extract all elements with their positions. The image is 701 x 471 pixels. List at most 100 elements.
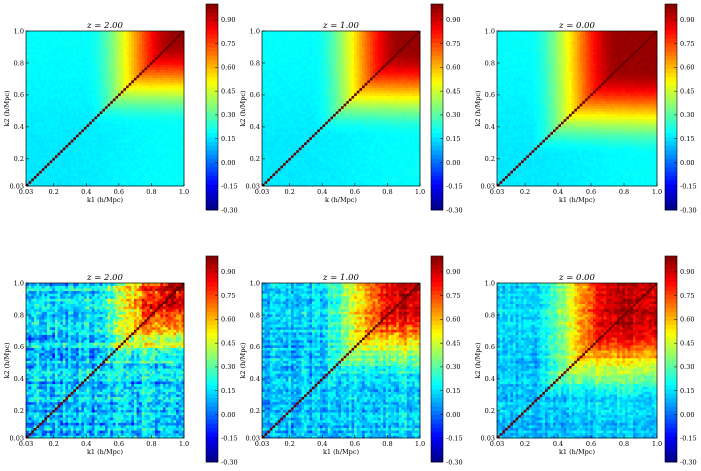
heatmap-cell: [166, 72, 169, 75]
heatmap-cell: [63, 93, 66, 96]
heatmap-cell: [116, 168, 119, 171]
heatmap-cell: [113, 127, 116, 130]
heatmap-cell: [79, 147, 82, 150]
heatmap-cell: [50, 121, 53, 124]
heatmap-cell: [179, 80, 182, 83]
heatmap-cell: [116, 41, 119, 44]
heatmap-cell: [176, 54, 179, 57]
heatmap-cell: [134, 52, 137, 55]
colorbar-segment: [206, 171, 218, 176]
heatmap-cell: [100, 44, 103, 47]
heatmap-cell: [142, 137, 145, 140]
heatmap-cell: [262, 101, 265, 104]
heatmap-cell: [131, 67, 134, 70]
heatmap-cell: [307, 158, 310, 161]
heatmap-cell: [142, 62, 145, 65]
heatmap-cell: [39, 80, 42, 83]
heatmap-cell: [71, 62, 74, 65]
heatmap-cell: [176, 160, 179, 163]
heatmap-cell: [100, 83, 103, 86]
heatmap-cell: [267, 137, 270, 140]
heatmap-cell: [142, 75, 145, 78]
heatmap-cell: [296, 96, 299, 99]
heatmap-cell: [139, 80, 142, 83]
heatmap-cell: [152, 80, 155, 83]
heatmap-cell: [66, 62, 69, 65]
heatmap-cell: [39, 119, 42, 122]
heatmap-cell: [113, 62, 116, 65]
heatmap-cell: [97, 93, 100, 96]
heatmap-cell: [73, 67, 76, 70]
heatmap-cell: [166, 98, 169, 101]
heatmap-cell: [265, 49, 268, 52]
heatmap-cell: [76, 72, 79, 75]
heatmap-cell: [307, 132, 310, 135]
heatmap-cell: [299, 168, 302, 171]
heatmap-cell: [179, 36, 182, 39]
heatmap-cell: [160, 59, 163, 62]
heatmap-cell: [166, 114, 169, 117]
heatmap-cell: [73, 52, 76, 55]
heatmap-cell: [121, 34, 124, 37]
heatmap-cell: [171, 31, 174, 34]
heatmap-cell: [73, 90, 76, 93]
heatmap-cell: [294, 121, 297, 124]
heatmap-cell: [145, 116, 148, 119]
heatmap-cell: [108, 168, 111, 171]
heatmap-cell: [37, 90, 40, 93]
heatmap-cell: [139, 111, 142, 114]
heatmap-cell: [39, 65, 42, 68]
heatmap-cell: [134, 103, 137, 106]
heatmap-cell: [176, 49, 179, 52]
heatmap-cell: [58, 160, 61, 163]
heatmap-cell: [134, 155, 137, 158]
heatmap-cell: [31, 171, 34, 174]
heatmap-cell: [171, 44, 174, 47]
heatmap-cell: [52, 140, 55, 143]
heatmap-cell: [60, 137, 63, 140]
heatmap-cell: [68, 36, 71, 39]
heatmap-cell: [168, 78, 171, 81]
heatmap-cell: [102, 150, 105, 153]
heatmap-cell: [275, 140, 278, 143]
heatmap-cell: [89, 80, 92, 83]
heatmap-cell: [299, 171, 302, 174]
heatmap-cell: [139, 96, 142, 99]
heatmap-cell: [173, 101, 176, 104]
heatmap-cell: [137, 142, 140, 145]
heatmap-cell: [113, 83, 116, 86]
heatmap-cell: [278, 47, 281, 50]
heatmap-cell: [68, 163, 71, 166]
heatmap-cell: [158, 127, 161, 130]
heatmap-cell: [296, 90, 299, 93]
heatmap-cell: [34, 121, 37, 124]
heatmap-cell: [262, 70, 265, 73]
heatmap-cell: [89, 78, 92, 81]
heatmap-cell: [37, 52, 40, 55]
heatmap-cell: [79, 134, 82, 137]
heatmap-cell: [265, 75, 268, 78]
heatmap-cell: [283, 47, 286, 50]
heatmap-cell: [108, 134, 111, 137]
heatmap-cell: [89, 39, 92, 42]
heatmap-cell: [110, 83, 113, 86]
heatmap-cell: [270, 155, 273, 158]
heatmap-cell: [94, 101, 97, 104]
heatmap-cell: [275, 160, 278, 163]
heatmap-cell: [176, 173, 179, 176]
heatmap-cell: [116, 142, 119, 145]
heatmap-cell: [116, 152, 119, 155]
heatmap-cell: [39, 98, 42, 101]
heatmap-cell: [42, 147, 45, 150]
heatmap-cell: [267, 67, 270, 70]
heatmap-cell: [105, 88, 108, 91]
heatmap-cell: [50, 147, 53, 150]
heatmap-cell: [275, 127, 278, 130]
heatmap-cell: [73, 41, 76, 44]
heatmap-cell: [150, 155, 153, 158]
heatmap-cell: [155, 121, 158, 124]
heatmap-cell: [60, 176, 63, 179]
heatmap-cell: [288, 49, 291, 52]
heatmap-cell: [173, 62, 176, 65]
heatmap-cell: [71, 116, 74, 119]
